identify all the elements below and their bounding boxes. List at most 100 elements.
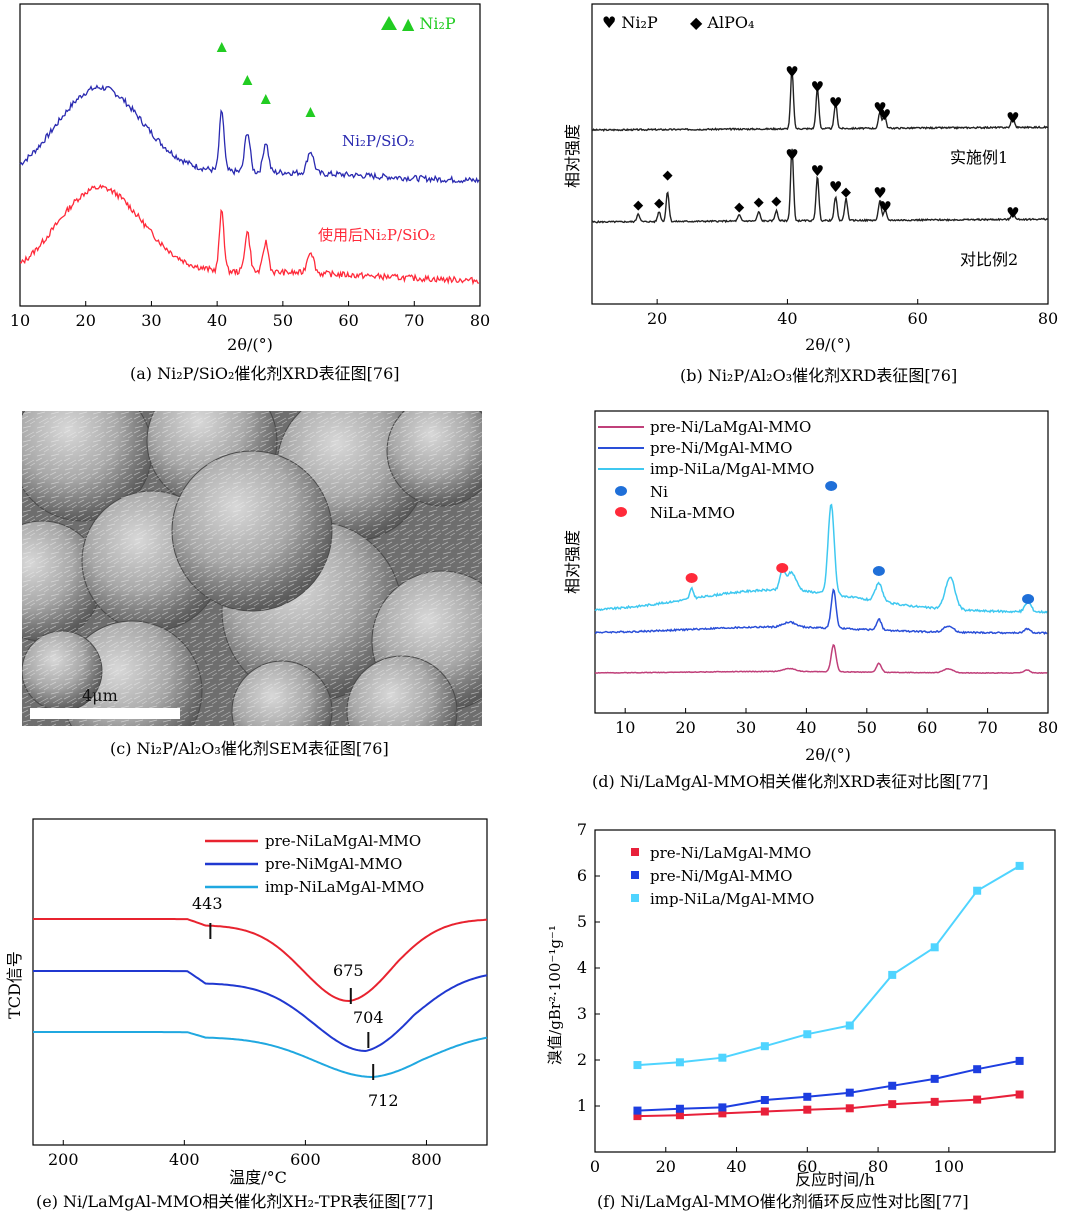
ni2p-heart-icon: ♥ [785, 146, 798, 164]
panel-a-tick-label: 60 [338, 311, 358, 330]
ni2p-heart-icon: ♥ [873, 99, 886, 117]
legend-square-cyan [631, 894, 639, 902]
data-point [760, 1042, 769, 1051]
legend-e-1: pre-NiLaMgAl-MMO [265, 832, 421, 850]
panel-f-ytick-label: 2 [577, 1050, 587, 1069]
panel-f-ytick-label: 4 [577, 958, 587, 977]
legend-nila-dot [615, 507, 627, 517]
ni2p-heart-icon: ♥ [878, 198, 891, 216]
alpo4-diamond-icon: ◆ [771, 194, 781, 209]
panel-d-tick-label: 10 [615, 718, 635, 737]
panel-d-xlabel: 2θ/(°) [805, 745, 851, 764]
data-point [888, 970, 897, 979]
ni2p-heart-icon: ♥ [811, 78, 824, 96]
panel-e-frame [32, 818, 488, 1146]
panel-d-tick-label: 40 [796, 718, 816, 737]
legend-alpo4-diamond: ◆ AlPO₄ [690, 13, 754, 32]
panel-b-chart: 20 40 60 80 ♥♥♥ ♥♥ ♥♥♥♥ ♥♥ ♥◆ ◆◆◆ ◆ ◆◆ ♥ Ni₂P ◆ Al… [563, 3, 1058, 354]
ni2p-peak-marker [216, 42, 227, 52]
panel-f-ytick-label: 5 [577, 912, 587, 931]
ni2p-heart-icon: ♥ [785, 63, 798, 81]
legend-d-5: NiLa-MMO [650, 504, 735, 522]
ni-peak-dot [825, 481, 838, 491]
panel-f-ytick-label: 7 [577, 820, 587, 839]
ni2p-heart-icon: ♥ [1006, 109, 1019, 127]
data-point [675, 1111, 684, 1120]
data-point [973, 1065, 982, 1074]
panel-f-ytick-label: 3 [577, 1004, 587, 1023]
legend-e-3: imp-NiLaMgAl-MMO [265, 878, 424, 896]
caption-d: (d) Ni/LaMgAl-MMO相关催化剂XRD表征对比图[77] [592, 772, 989, 791]
alpo4-diamond-icon: ◆ [633, 198, 643, 213]
legend-d-3: imp-NiLa/MgAl-MMO [650, 460, 814, 478]
panel-f-tick-label: 100 [934, 1157, 965, 1176]
panel-f-tick-label: 60 [797, 1157, 817, 1176]
ni2p-heart-icon: ♥ [1006, 204, 1019, 222]
curve-ni2p-sio2 [19, 84, 480, 184]
caption-a: (a) Ni₂P/SiO₂催化剂XRD表征图[76] [130, 364, 400, 383]
panel-a-tick-label: 20 [76, 311, 96, 330]
data-point [930, 1097, 939, 1106]
panel-b-tick-label: 40 [777, 309, 797, 328]
data-point [973, 1095, 982, 1104]
data-point [633, 1106, 642, 1115]
curve-imp-nilamgal [33, 1031, 488, 1078]
panel-d-tick-label: 50 [857, 718, 877, 737]
legend-square-blue [631, 871, 639, 879]
panel-f-tick-label: 80 [868, 1157, 888, 1176]
sem-image: 4μm [22, 411, 482, 726]
panel-a-tick-label: 80 [470, 311, 490, 330]
sem-texture: 4μm [22, 411, 482, 726]
data-point [1015, 861, 1024, 870]
panel-d-tick-label: 20 [675, 718, 695, 737]
ni2p-heart-icon: ♥ [829, 94, 842, 112]
legend-triangle-icon [381, 16, 397, 30]
legend-e-2: pre-NiMgAl-MMO [265, 855, 402, 873]
ni2p-peak-marker [242, 75, 253, 85]
panel-e-chart: 200 400 600 800 pre-NiLaMgAl-MMO pre-NiMgAl… [5, 818, 488, 1187]
curve-pre-nimgal [33, 970, 488, 1053]
panel-b-ylabel: 相对强度 [563, 124, 582, 188]
peak-label-443: 443 [192, 894, 223, 913]
panel-a-tick-label: 50 [273, 311, 293, 330]
legend-ni2p: ▲ Ni₂P [402, 14, 456, 33]
curve-pre-nilamgal [33, 918, 488, 1003]
panel-f-frame [594, 829, 1056, 1153]
panel-a-tick-label: 30 [141, 311, 161, 330]
alpo4-diamond-icon: ◆ [654, 196, 664, 211]
legend-ni-dot [615, 486, 627, 496]
panel-f-chart: 0 20 40 60 80 100 1 2 3 4 5 6 7 pre-Ni/LaMgAl-MMO pr… [546, 820, 1056, 1189]
nila-peak-dot [685, 573, 698, 583]
ni2p-peak-marker [305, 107, 316, 117]
legend-square-red [631, 848, 639, 856]
panel-f-tick-label: 20 [656, 1157, 676, 1176]
curve-used-ni2p-sio2 [19, 183, 480, 286]
legend-f-2: pre-Ni/MgAl-MMO [650, 867, 792, 885]
panel-a-xlabel: 2θ/(°) [227, 335, 273, 354]
panel-f-xlabel: 反应时间/h [795, 1170, 875, 1189]
panel-b-tick-label: 20 [647, 309, 667, 328]
ni2p-heart-icon: ♥ [829, 178, 842, 196]
data-point [675, 1058, 684, 1067]
legend-d-2: pre-Ni/MgAl-MMO [650, 439, 792, 457]
legend-d-4: Ni [650, 483, 668, 501]
data-point [718, 1103, 727, 1112]
panel-a-tick-label: 70 [404, 311, 424, 330]
data-point [718, 1109, 727, 1118]
panel-a-tick-label: 10 [10, 311, 30, 330]
label-ni2p-sio2: Ni₂P/SiO₂ [342, 132, 414, 150]
legend-f-1: pre-Ni/LaMgAl-MMO [650, 844, 811, 862]
curve-example-1 [591, 70, 1048, 132]
panel-e-xlabel: 温度/°C [229, 1168, 287, 1187]
panel-b-xlabel: 2θ/(°) [805, 335, 851, 354]
legend-d-1: pre-Ni/LaMgAl-MMO [650, 418, 811, 436]
panel-f-ytick-label: 6 [577, 866, 587, 885]
curve-pre-ni-mgal [594, 588, 1048, 636]
data-point [930, 943, 939, 952]
panel-e-ylabel: TCD信号 [5, 951, 24, 1019]
panel-d-tick-label: 30 [736, 718, 756, 737]
panel-d-tick-label: 80 [1038, 718, 1058, 737]
data-point [803, 1092, 812, 1101]
data-point [803, 1030, 812, 1039]
nila-peak-dot [776, 563, 789, 573]
